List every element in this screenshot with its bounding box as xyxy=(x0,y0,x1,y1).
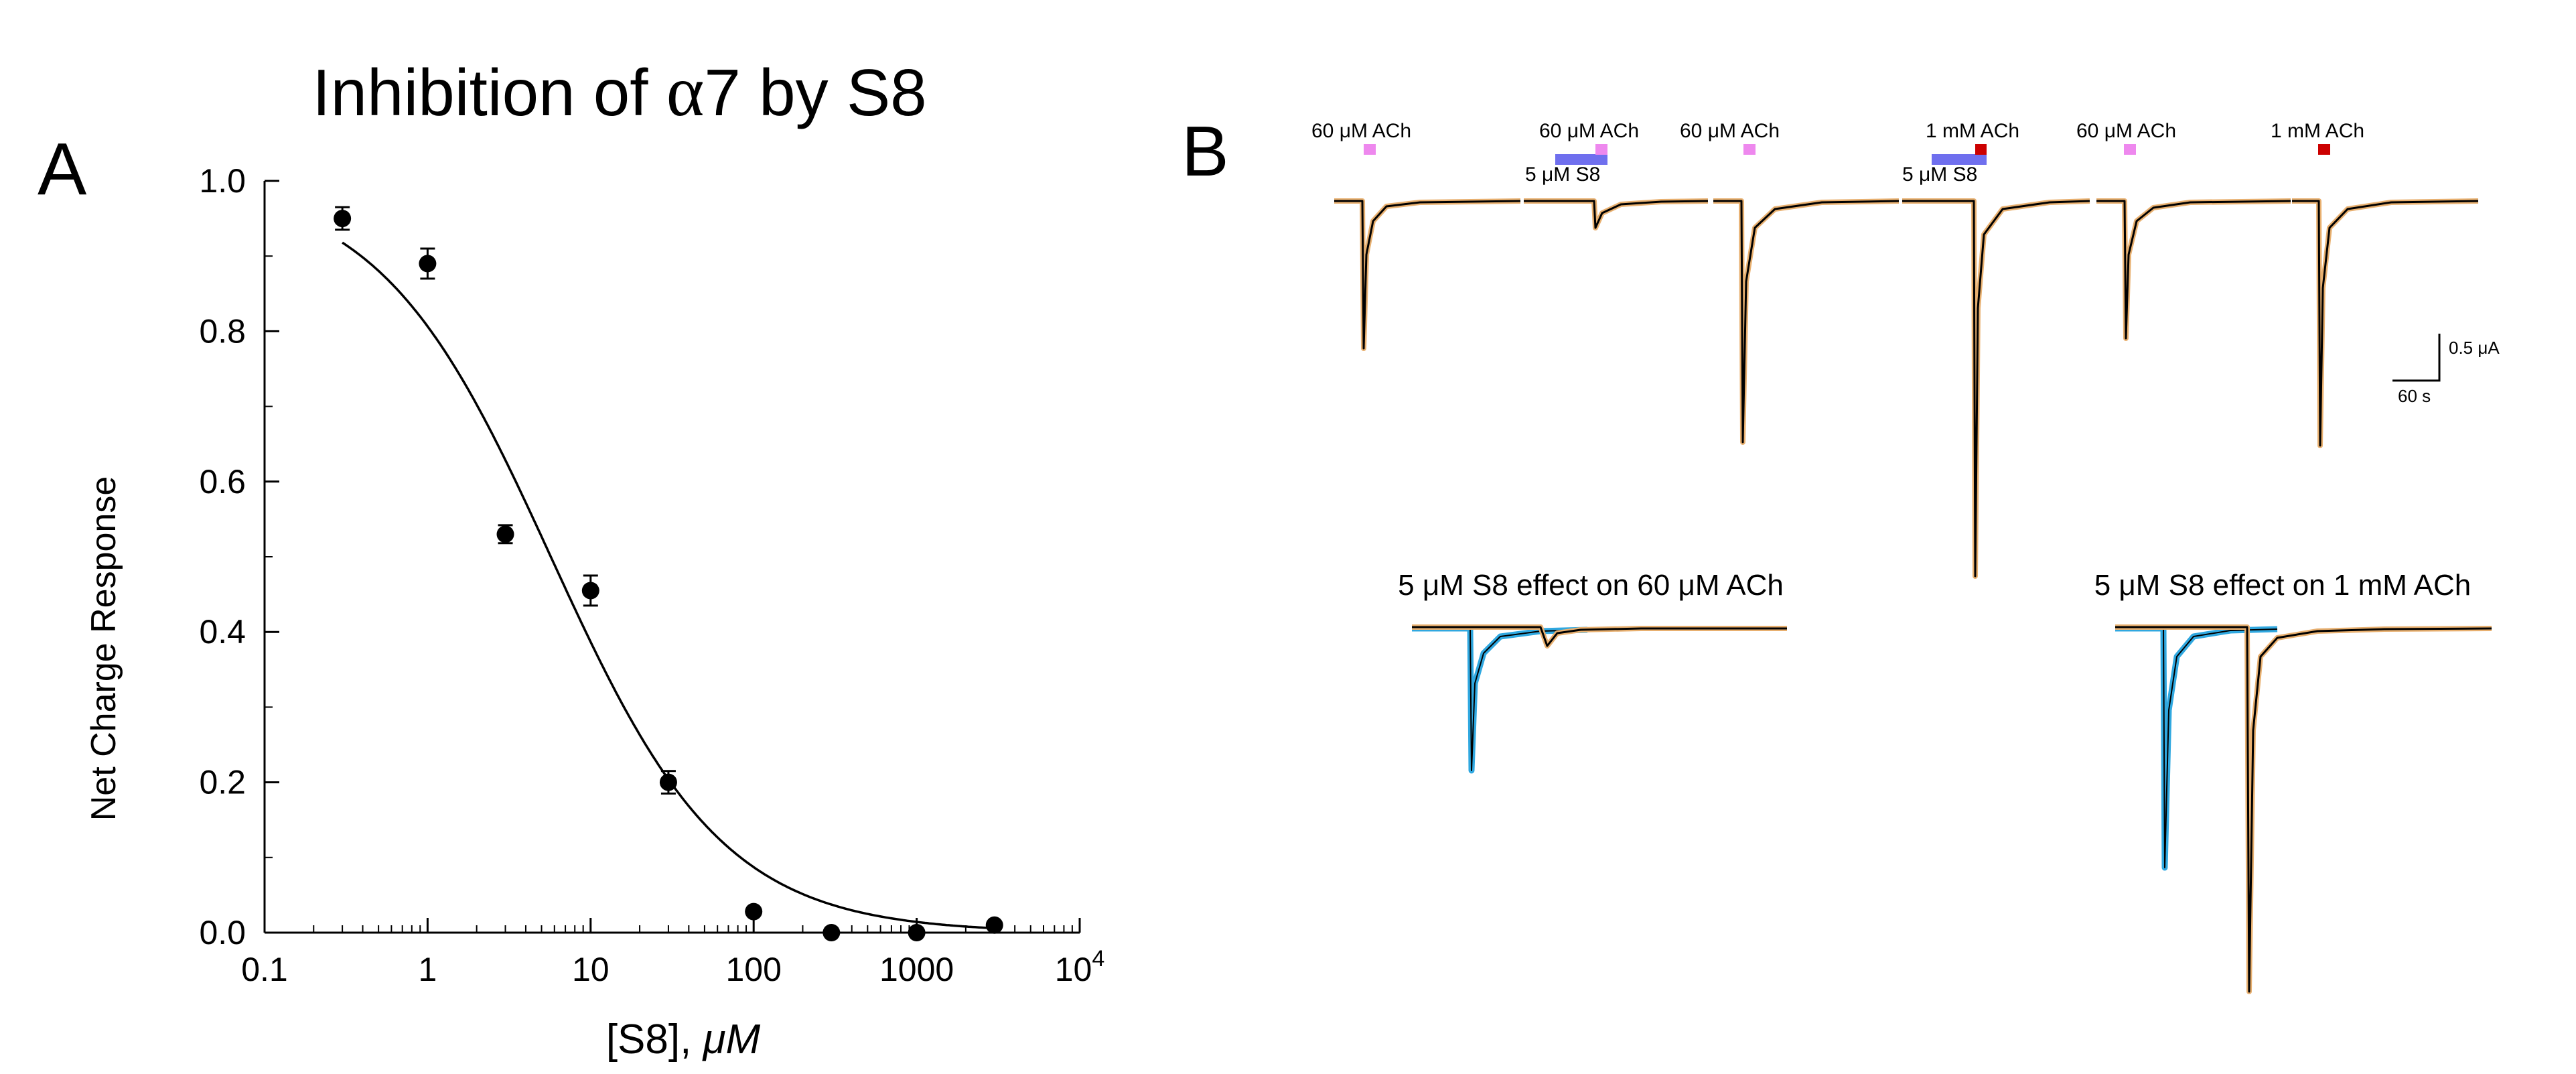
data-point xyxy=(659,773,677,791)
data-point xyxy=(985,916,1003,934)
chart-fit-curve-group xyxy=(342,241,995,930)
data-point xyxy=(908,924,926,941)
label-1mM-ach-2: 1 mM ACh xyxy=(2271,120,2364,142)
bar-60uM-ach-1 xyxy=(1364,144,1376,155)
label-5uM-s8-1: 5 μM S8 xyxy=(1525,163,1600,186)
panel-b-letter: B xyxy=(1182,112,1229,191)
y-tick-label: 0.0 xyxy=(199,914,246,951)
bar-5uM-s8-2 xyxy=(1932,154,1987,165)
label-60uM-ach-4: 60 μM ACh xyxy=(2076,120,2176,142)
trace-5 xyxy=(2096,198,2291,341)
trace-4 xyxy=(1902,198,2090,579)
x-axis-label: [S8], μM xyxy=(606,1016,761,1063)
data-point xyxy=(822,924,841,941)
chart-axes xyxy=(263,181,1080,934)
bar-1mM-ach-2 xyxy=(2318,144,2330,155)
bar-60uM-ach-4 xyxy=(2124,144,2136,155)
chart-ticks: 0.1 1 10 100 1000 104 0.0 0.2 0.4 0.6 0.8 1.0 xyxy=(199,162,1104,988)
bar-60uM-ach-3 xyxy=(1743,144,1756,155)
panel-a-letter: A xyxy=(38,128,87,210)
data-point xyxy=(581,582,599,600)
bar-5uM-s8-1 xyxy=(1555,154,1607,165)
bar-60uM-ach-2 xyxy=(1595,144,1607,155)
label-1mM-ach-1: 1 mM ACh xyxy=(1926,120,2019,142)
data-point xyxy=(334,210,352,228)
overlay-left-s8-trace xyxy=(1412,624,1787,649)
trace-1 xyxy=(1334,198,1521,351)
fit-curve xyxy=(342,241,995,930)
label-60uM-ach-1: 60 μM ACh xyxy=(1311,120,1411,142)
x-tick-label: 100 xyxy=(725,951,781,988)
label-60uM-ach-2: 60 μM ACh xyxy=(1539,120,1639,142)
y-axis-label: Net Charge Response xyxy=(84,476,123,821)
label-60uM-ach-3: 60 μM ACh xyxy=(1680,120,1780,142)
bottom-left-title: 5 μM S8 effect on 60 μM ACh xyxy=(1398,569,1784,602)
y-tick-label: 0.2 xyxy=(199,764,246,801)
y-tick-label: 0.4 xyxy=(199,613,246,651)
scale-bar xyxy=(2392,334,2441,382)
data-point xyxy=(496,525,514,543)
panel-a-chart: 0.1 1 10 100 1000 104 0.0 0.2 0.4 0.6 0.8 1.0 xyxy=(199,162,1104,988)
y-tick-label: 0.6 xyxy=(199,463,246,500)
chart-title: Inhibition of α7 by S8 xyxy=(312,52,926,131)
data-point xyxy=(745,902,763,921)
overlay-right-s8-trace xyxy=(2115,624,2492,994)
trace-3 xyxy=(1713,198,1900,445)
scale-bar-current: 0.5 μA xyxy=(2449,338,2500,358)
x-tick-exponent: 4 xyxy=(1092,946,1104,971)
overlay-right-control-trace xyxy=(2115,625,2278,871)
x-tick-label: 1 xyxy=(418,951,437,988)
x-tick-label: 0.1 xyxy=(241,951,288,988)
scale-bar-time: 60 s xyxy=(2398,386,2431,406)
bottom-right-title: 5 μM S8 effect on 1 mM ACh xyxy=(2094,569,2472,602)
label-5uM-s8-2: 5 μM S8 xyxy=(1902,163,1977,186)
x-tick-label: 104 xyxy=(1055,946,1105,988)
trace-2 xyxy=(1524,198,1709,230)
data-point xyxy=(419,255,437,273)
trace-6 xyxy=(2292,198,2479,448)
x-tick-label: 10 xyxy=(572,951,610,988)
overlay-left-control-trace xyxy=(1412,625,1588,774)
y-tick-label: 0.8 xyxy=(199,312,246,350)
y-tick-label: 1.0 xyxy=(199,162,246,200)
chart-points xyxy=(334,206,1003,941)
x-tick-label: 1000 xyxy=(879,951,954,988)
bar-1mM-ach-1 xyxy=(1975,144,1987,155)
